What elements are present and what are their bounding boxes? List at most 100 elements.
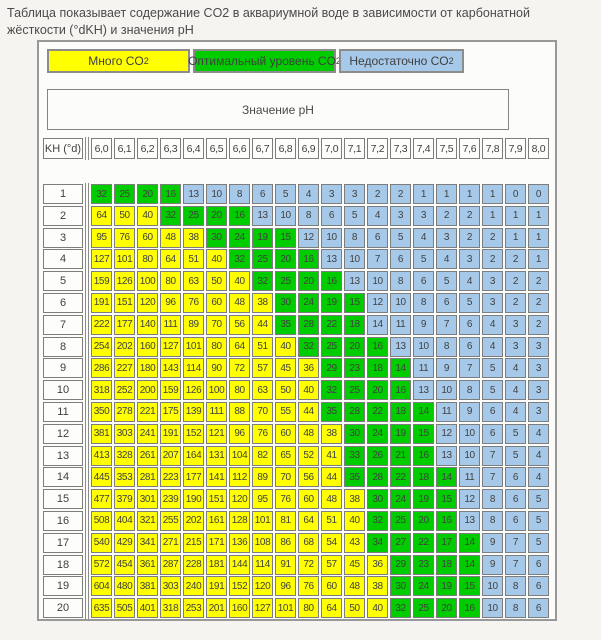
co2-value-cell: 40: [275, 336, 296, 357]
co2-value-cell: 2: [528, 292, 549, 313]
co2-value-cell: 13: [436, 445, 457, 466]
co2-value-cell: 101: [183, 336, 204, 357]
co2-value-cell: 72: [229, 358, 250, 379]
kh-row-label: 2: [43, 205, 83, 226]
co2-value-cell: 56: [298, 467, 319, 488]
co2-value-cell: 13: [459, 510, 480, 531]
co2-value-cell: 0: [505, 184, 526, 204]
co2-value-cell: 20: [298, 271, 319, 292]
table-row: 4 127 101 80 64 51 40 32 25 20 16 13 10 7 6 5 4 3 2 2 1: [43, 248, 551, 271]
co2-value-cell: 40: [298, 380, 319, 401]
co2-value-cell: 128: [229, 510, 250, 531]
co2-value-cell: 50: [275, 380, 296, 401]
co2-value-cell: 16: [160, 184, 181, 204]
co2-value-cell: 13: [413, 380, 434, 401]
co2-value-cell: 34: [367, 532, 388, 553]
co2-value-cell: 278: [114, 401, 135, 422]
table-row: 7 222 177 140 111 89 70 56 44 35 28 22 18 14 11 9 7 6 4 3 2: [43, 313, 551, 336]
co2-value-cell: 379: [114, 489, 135, 510]
co2-value-cell: 95: [252, 489, 273, 510]
co2-value-cell: 38: [183, 227, 204, 248]
co2-value-cell: 8: [413, 292, 434, 313]
co2-value-cell: 200: [137, 380, 158, 401]
legend: Много CO2 Оптимальный уровень CO2 Недост…: [47, 49, 464, 73]
co2-value-cell: 14: [413, 401, 434, 422]
co2-value-cell: 20: [367, 380, 388, 401]
co2-value-cell: 48: [298, 423, 319, 444]
co2-value-cell: 10: [390, 292, 411, 313]
co2-value-cell: 20: [344, 336, 365, 357]
co2-value-cell: 23: [413, 554, 434, 575]
co2-value-cell: 177: [183, 467, 204, 488]
row-separator: [85, 379, 89, 402]
ph-column-header: 7,1: [344, 138, 365, 159]
co2-value-cell: 191: [160, 423, 181, 444]
co2-value-cell: 32: [390, 598, 411, 619]
co2-value-cell: 6: [413, 271, 434, 292]
co2-value-cell: 8: [229, 184, 250, 204]
co2-value-cell: 10: [275, 205, 296, 226]
co2-value-cell: 2: [459, 227, 480, 248]
row-separator: [85, 553, 89, 576]
kh-row-label: 14: [43, 467, 83, 488]
co2-value-cell: 7: [505, 554, 526, 575]
co2-value-cell: 303: [114, 423, 135, 444]
co2-value-cell: 181: [206, 554, 227, 575]
page-title: Таблица показывает содержание CO2 в аква…: [7, 6, 530, 37]
co2-value-cell: 70: [206, 314, 227, 335]
co2-value-cell: 7: [436, 314, 457, 335]
co2-value-cell: 171: [206, 532, 227, 553]
co2-value-cell: 7: [367, 249, 388, 270]
legend-item-optimal-co2: Оптимальный уровень CO2: [188, 49, 341, 73]
co2-value-cell: 25: [390, 510, 411, 531]
co2-value-cell: 112: [229, 467, 250, 488]
co2-value-cell: 3: [528, 358, 549, 379]
co2-value-cell: 3: [482, 292, 503, 313]
co2-value-cell: 8: [436, 336, 457, 357]
co2-value-cell: 1: [482, 184, 503, 204]
co2-value-cell: 15: [459, 576, 480, 597]
co2-value-cell: 16: [321, 271, 342, 292]
co2-value-cell: 207: [160, 445, 181, 466]
co2-value-cell: 80: [298, 598, 319, 619]
table-row: 9 286 227 180 143 114 90 72 57 45 36 29 23 18 14 11 9 7 5 4…: [43, 357, 551, 380]
co2-value-cell: 2: [459, 205, 480, 226]
co2-value-cell: 353: [114, 467, 135, 488]
co2-value-cell: 96: [160, 292, 181, 313]
co2-value-cell: 540: [91, 532, 112, 553]
row-separator: [85, 335, 89, 358]
co2-value-cell: 6: [436, 292, 457, 313]
co2-value-cell: 2: [367, 184, 388, 204]
co2-value-cell: 429: [114, 532, 135, 553]
co2-value-cell: 5: [459, 292, 480, 313]
co2-value-cell: 8: [298, 205, 319, 226]
kh-row-label: 8: [43, 336, 83, 357]
co2-value-cell: 7: [482, 445, 503, 466]
co2-value-cell: 120: [252, 576, 273, 597]
legend-item-low-co2: Недостаточно CO 2: [339, 49, 464, 73]
co2-value-cell: 321: [137, 510, 158, 531]
co2-value-cell: 13: [183, 184, 204, 204]
co2-value-cell: 5: [275, 184, 296, 204]
ph-column-header: 7,3: [390, 138, 411, 159]
co2-value-cell: 350: [91, 401, 112, 422]
co2-value-cell: 89: [183, 314, 204, 335]
co2-value-cell: 152: [229, 576, 250, 597]
kh-row-label: 19: [43, 576, 83, 597]
co2-value-cell: 12: [436, 423, 457, 444]
co2-value-cell: 2: [505, 249, 526, 270]
co2-value-cell: 413: [91, 445, 112, 466]
co2-value-cell: 318: [160, 598, 181, 619]
co2-value-cell: 80: [160, 271, 181, 292]
co2-value-cell: 4: [298, 184, 319, 204]
co2-value-cell: 3: [505, 336, 526, 357]
co2-value-cell: 50: [114, 205, 135, 226]
co2-value-cell: 254: [91, 336, 112, 357]
co2-value-cell: 6: [505, 489, 526, 510]
co2-value-cell: 5: [528, 510, 549, 531]
co2-value-cell: 11: [390, 314, 411, 335]
co2-value-cell: 9: [459, 401, 480, 422]
co2-value-cell: 100: [137, 271, 158, 292]
ph-header-title: Значение pH: [47, 89, 509, 130]
co2-value-cell: 17: [436, 532, 457, 553]
